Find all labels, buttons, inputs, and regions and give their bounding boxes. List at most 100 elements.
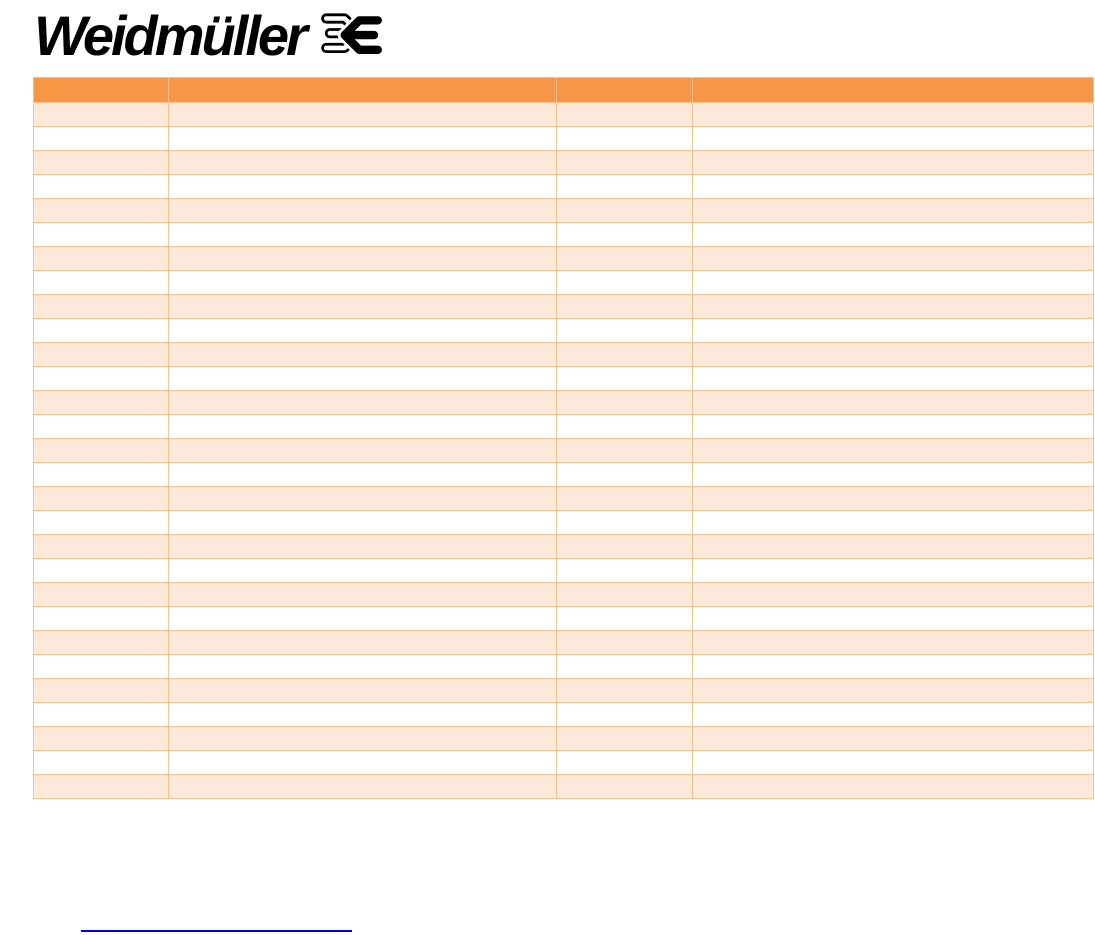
table-cell <box>168 414 557 439</box>
table-row <box>33 294 1094 319</box>
table-cell <box>692 126 1094 151</box>
table-cell <box>33 534 169 559</box>
table-cell <box>168 366 557 391</box>
header-cell-1 <box>33 77 169 103</box>
table-cell <box>168 558 557 583</box>
table-cell <box>556 678 693 703</box>
table-row <box>33 342 1094 367</box>
table-row <box>33 438 1094 463</box>
table-cell <box>556 270 693 295</box>
table-cell <box>168 390 557 415</box>
table-cell <box>692 438 1094 463</box>
table-cell <box>692 342 1094 367</box>
table-row <box>33 414 1094 439</box>
table-cell <box>33 246 169 271</box>
table-cell <box>556 438 693 463</box>
header-cell-3 <box>556 77 693 103</box>
table-row <box>33 102 1094 127</box>
brand-wordmark: Weidmüller <box>34 4 308 67</box>
table-row <box>33 678 1094 703</box>
table-cell <box>33 390 169 415</box>
table-cell <box>556 414 693 439</box>
table-row <box>33 222 1094 247</box>
table-cell <box>556 222 693 247</box>
table-cell <box>33 318 169 343</box>
table-cell <box>168 630 557 655</box>
table-cell <box>33 630 169 655</box>
table-cell <box>692 534 1094 559</box>
footer-link[interactable] <box>81 916 352 932</box>
table-row <box>33 774 1094 799</box>
table-cell <box>33 510 169 535</box>
table-cell <box>692 582 1094 607</box>
table-cell <box>556 534 693 559</box>
table-cell <box>692 414 1094 439</box>
table-row <box>33 462 1094 487</box>
table-cell <box>168 726 557 751</box>
table-cell <box>556 294 693 319</box>
table-cell <box>33 774 169 799</box>
table-cell <box>556 318 693 343</box>
table-cell <box>556 702 693 727</box>
table-cell <box>692 390 1094 415</box>
table-cell <box>33 102 169 127</box>
table-row <box>33 510 1094 535</box>
table-cell <box>556 606 693 631</box>
table-cell <box>33 198 169 223</box>
table-cell <box>692 198 1094 223</box>
table-cell <box>692 726 1094 751</box>
table-cell <box>168 486 557 511</box>
table-cell <box>168 246 557 271</box>
table-cell <box>692 366 1094 391</box>
table-cell <box>692 102 1094 127</box>
table-cell <box>33 726 169 751</box>
table-cell <box>168 438 557 463</box>
table-cell <box>168 294 557 319</box>
table-cell <box>692 558 1094 583</box>
table-cell <box>556 174 693 199</box>
table-cell <box>168 102 557 127</box>
table-header-row <box>33 77 1094 103</box>
table-row <box>33 126 1094 151</box>
table-row <box>33 534 1094 559</box>
table-cell <box>556 198 693 223</box>
table-cell <box>692 270 1094 295</box>
table-cell <box>556 582 693 607</box>
table-cell <box>168 774 557 799</box>
table-cell <box>168 174 557 199</box>
table-cell <box>168 750 557 775</box>
table-row <box>33 726 1094 751</box>
table-row <box>33 366 1094 391</box>
table-row <box>33 654 1094 679</box>
table-cell <box>33 222 169 247</box>
table-cell <box>33 126 169 151</box>
table-row <box>33 606 1094 631</box>
table-cell <box>692 606 1094 631</box>
header-cell-4 <box>692 77 1094 103</box>
table-cell <box>692 150 1094 175</box>
table-cell <box>556 246 693 271</box>
table-cell <box>556 630 693 655</box>
table-cell <box>692 510 1094 535</box>
table-cell <box>168 318 557 343</box>
table-cell <box>556 726 693 751</box>
table-cell <box>692 246 1094 271</box>
table-cell <box>168 678 557 703</box>
table-cell <box>556 654 693 679</box>
table-cell <box>692 678 1094 703</box>
table-row <box>33 318 1094 343</box>
table-body <box>33 102 1094 799</box>
table-cell <box>168 582 557 607</box>
table-cell <box>168 702 557 727</box>
table-cell <box>692 630 1094 655</box>
table-cell <box>556 102 693 127</box>
table-cell <box>33 558 169 583</box>
table-cell <box>33 702 169 727</box>
table-cell <box>33 150 169 175</box>
table-cell <box>692 318 1094 343</box>
logo: Weidmüller <box>34 4 387 68</box>
table-cell <box>33 342 169 367</box>
table-row <box>33 198 1094 223</box>
table-cell <box>692 462 1094 487</box>
table-cell <box>168 342 557 367</box>
